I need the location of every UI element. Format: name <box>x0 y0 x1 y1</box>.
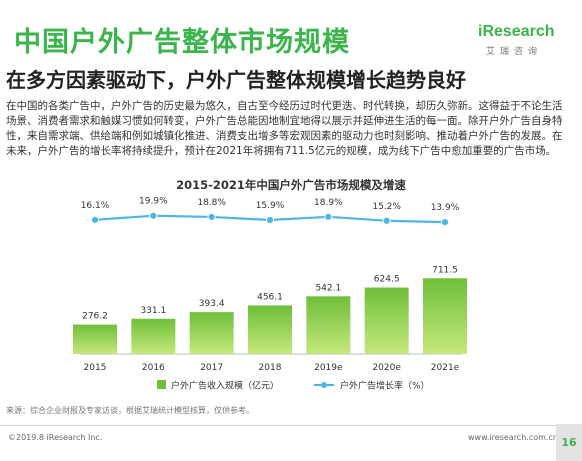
growth-rate-point <box>382 216 391 225</box>
growth-rate-label: 15.2% <box>372 202 401 212</box>
bar-value-label: 393.4 <box>199 299 225 309</box>
bar-2017 <box>189 312 234 354</box>
copyright-text: ©2019.8 iResearch Inc. <box>8 433 103 442</box>
page-title: 中国户外广告整体市场规模 <box>14 27 350 58</box>
x-tick-label: 2020e <box>372 363 401 373</box>
bar-2021e <box>423 278 467 354</box>
legend-label-line: 户外广告增长率（%） <box>340 380 430 392</box>
legend-swatch-bar <box>157 380 166 389</box>
market-size-chart: 2015-2021年中国户外广告市场规模及增速 276.2 2015 331.1 201… <box>73 178 467 392</box>
iresearch-logo: iResearch 艾瑞咨询 <box>478 23 570 63</box>
page-subtitle: 在多方因素驱动下，户外广告整体规模增长趋势良好 <box>6 68 466 92</box>
logo-subtitle: 艾瑞咨询 <box>486 47 543 57</box>
growth-rate-point <box>90 215 100 224</box>
growth-rate-point <box>149 211 158 220</box>
bar-2019e <box>306 296 351 354</box>
growth-rate-label: 18.9% <box>314 198 343 208</box>
legend-swatch-line-marker <box>321 382 327 388</box>
bar-value-label: 331.1 <box>140 306 166 316</box>
x-tick-label: 2021e <box>431 363 460 373</box>
bar-2018 <box>248 305 292 354</box>
page-number: 16 <box>556 424 582 461</box>
bar-value-label: 276.2 <box>82 312 108 322</box>
growth-rate-label: 16.1% <box>81 201 110 211</box>
x-tick-label: 2015 <box>84 363 107 373</box>
growth-rate-point <box>324 212 333 221</box>
intro-paragraph: 在中国的各类广告中，户外广告的历史最为悠久，自古至今经历过时代更迭、时代转换，却… <box>6 100 563 157</box>
growth-rate-label: 18.8% <box>197 198 226 208</box>
x-tick-label: 2019e <box>314 363 343 373</box>
growth-rate-point <box>440 218 450 227</box>
growth-rate-label: 15.9% <box>256 201 285 211</box>
x-tick-label: 2017 <box>200 363 223 373</box>
bar-value-label: 542.1 <box>315 283 341 293</box>
bar-2015 <box>73 324 117 354</box>
legend-label-bar: 户外广告收入规模（亿元） <box>171 380 279 392</box>
chart-title: 2015-2021年中国户外广告市场规模及增速 <box>176 178 406 192</box>
footer-url: www.iresearch.com.cn <box>468 433 558 442</box>
logo-wordmark: iResearch <box>478 23 555 40</box>
growth-rate-label: 13.9% <box>431 203 460 213</box>
bar-2020e <box>364 287 409 354</box>
growth-rate-point <box>207 212 216 222</box>
bar-value-label: 624.5 <box>374 275 400 285</box>
bar-value-label: 456.1 <box>257 292 283 302</box>
growth-rate-label: 19.9% <box>139 197 168 207</box>
source-note: 来源：综合企业财报及专家访谈，根据艾瑞统计模型核算，仅供参考。 <box>6 406 254 415</box>
bar-2016 <box>131 318 176 354</box>
x-tick-label: 2016 <box>142 363 165 373</box>
x-tick-label: 2018 <box>259 363 282 373</box>
bar-value-label: 711.5 <box>432 265 458 275</box>
footer-divider <box>0 425 582 426</box>
growth-rate-point <box>265 215 275 225</box>
